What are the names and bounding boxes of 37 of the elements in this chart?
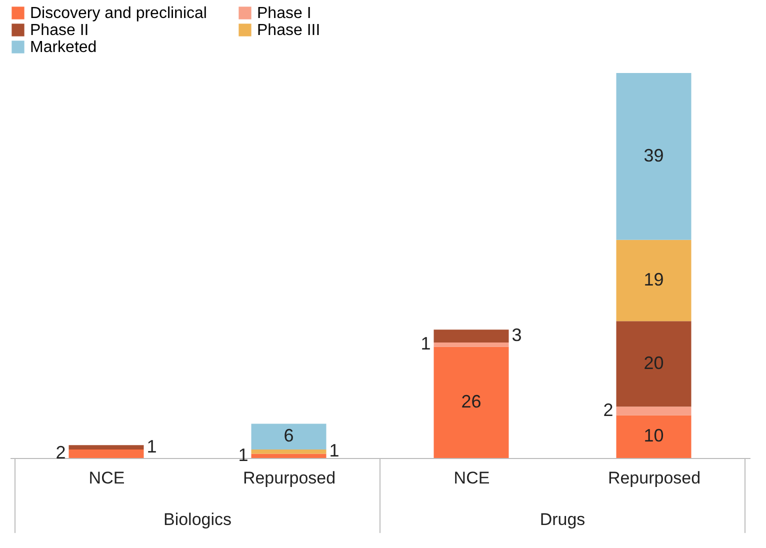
legend-label: Marketed bbox=[30, 39, 97, 56]
bar bbox=[251, 424, 326, 450]
legend-label: Phase I bbox=[257, 5, 312, 22]
bar bbox=[251, 454, 326, 458]
bar bbox=[434, 330, 509, 342]
data-label: 1 bbox=[329, 440, 340, 461]
x-tick-label: Repurposed bbox=[608, 468, 701, 488]
bar bbox=[251, 449, 326, 454]
data-label: 10 bbox=[644, 426, 664, 446]
bar bbox=[434, 346, 509, 458]
bar bbox=[616, 415, 692, 458]
bar bbox=[616, 406, 692, 416]
data-label: 2 bbox=[603, 400, 614, 420]
x-tick-label: NCE bbox=[454, 468, 490, 488]
data-label: 26 bbox=[461, 391, 482, 412]
legend-label: Discovery and preclinical bbox=[30, 5, 207, 22]
legend-label: Phase III bbox=[257, 22, 320, 39]
data-label: 3 bbox=[512, 325, 522, 346]
x-tick-label: Repurposed bbox=[242, 468, 336, 488]
bar bbox=[68, 445, 144, 450]
data-label: 19 bbox=[644, 269, 664, 290]
data-label: 1 bbox=[146, 436, 157, 456]
data-label: 1 bbox=[420, 334, 431, 354]
bar bbox=[434, 342, 509, 347]
bar bbox=[68, 449, 144, 458]
data-label: 1 bbox=[238, 444, 248, 465]
bar bbox=[616, 73, 692, 240]
text: Drugs bbox=[540, 510, 586, 529]
data-label: 2 bbox=[56, 442, 66, 463]
data-label: 20 bbox=[644, 352, 664, 373]
legend-label: Phase II bbox=[30, 22, 89, 39]
data-label: 39 bbox=[644, 145, 664, 166]
text: Biologics bbox=[163, 510, 232, 529]
x-tick-label: NCE bbox=[88, 468, 125, 488]
data-label: 6 bbox=[284, 426, 294, 446]
bar bbox=[616, 240, 692, 322]
bar bbox=[616, 321, 692, 407]
